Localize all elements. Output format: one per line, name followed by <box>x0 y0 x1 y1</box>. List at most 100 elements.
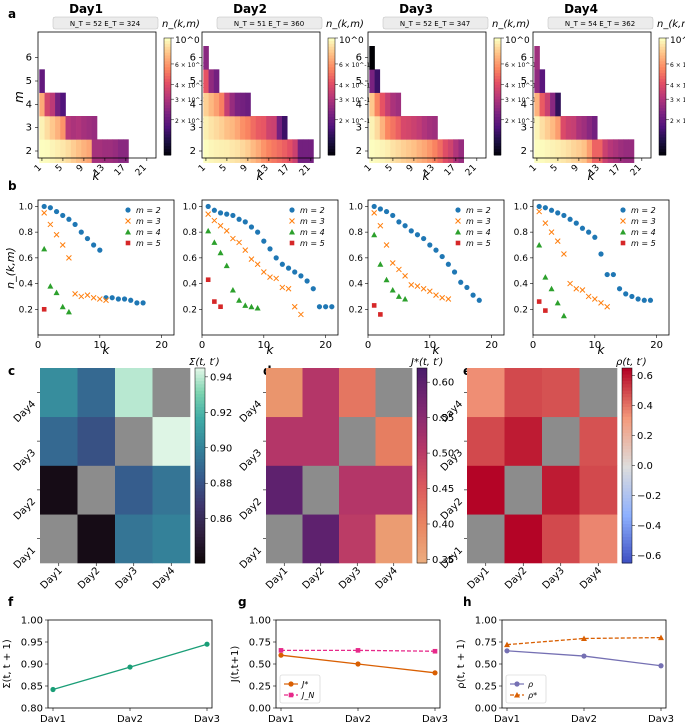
colorbar-label: J*(t, t′) <box>409 357 443 368</box>
x-tick-label: Day3 <box>114 565 140 591</box>
point-circle <box>329 304 335 310</box>
colorbar-step <box>195 423 205 427</box>
colorbar-step <box>328 76 335 80</box>
colorbar-step <box>417 517 427 522</box>
x-axis-label: k <box>433 343 441 357</box>
colorbar-step <box>328 73 335 77</box>
heatmap-cell <box>628 139 635 163</box>
matrix-cell <box>77 368 116 418</box>
y-axis-label: ρ(t, t + 1) <box>456 639 467 689</box>
colorbar-step <box>195 498 205 502</box>
point-x <box>78 293 85 300</box>
colorbar-step <box>659 55 666 59</box>
colorbar-step <box>417 377 427 382</box>
matrix-cell <box>339 368 376 418</box>
colorbar-step <box>494 90 501 95</box>
point-circle <box>103 295 109 301</box>
heatmap-cell <box>421 116 428 140</box>
colorbar-step <box>195 449 205 453</box>
point-x <box>414 283 421 289</box>
point-circle <box>432 670 438 676</box>
heatmap-cell <box>534 92 540 117</box>
colorbar-step <box>622 468 632 473</box>
y-tick-label: Day3 <box>238 447 264 473</box>
point-square <box>371 303 377 308</box>
point-circle <box>433 247 439 253</box>
colorbar-step <box>622 537 632 541</box>
colorbar-step <box>659 43 666 48</box>
matrix-cell <box>77 514 116 564</box>
legend-label: m = 2 <box>136 206 161 215</box>
colorbar-step <box>494 125 501 130</box>
x-tick-label: Day3 <box>337 565 363 591</box>
heatmap-cell <box>261 116 267 140</box>
matrix-cell <box>467 368 505 418</box>
y-tick-label: Day1 <box>238 545 264 571</box>
heatmap-cell <box>91 116 98 140</box>
colorbar-step <box>195 533 205 538</box>
x-tick-label: 17 <box>608 163 623 178</box>
x-tick-label: Day1 <box>39 565 65 591</box>
y-tick-label: Day4 <box>12 399 38 425</box>
heatmap-cell <box>245 92 251 117</box>
heatmap-cell <box>400 116 407 140</box>
axes-frame <box>532 199 670 336</box>
colorbar-step <box>494 111 501 115</box>
x-tick-label: 21 <box>298 163 313 178</box>
point-circle <box>629 293 635 300</box>
point-circle <box>610 271 616 278</box>
y-tick-label: 0.25 <box>475 682 497 693</box>
y-tick-label: 6 <box>26 53 32 64</box>
matrix-cell <box>542 465 580 515</box>
panel-letter-c: c <box>8 364 15 378</box>
colorbar-step <box>494 105 501 109</box>
colorbar-step <box>195 556 205 561</box>
heatmap-cell <box>416 139 423 163</box>
point-x <box>445 296 452 302</box>
colorbar-step <box>164 137 171 141</box>
matrix-panel-e: Day1Day1Day2Day2Day3Day3Day4Day4−0.6−0.4… <box>439 357 661 592</box>
heatmap-cell <box>49 139 56 163</box>
colorbar-step <box>195 501 205 505</box>
heatmap-cell <box>224 139 230 163</box>
colorbar-step <box>195 488 205 492</box>
colorbar-step <box>164 52 171 57</box>
colorbar-step <box>164 78 171 83</box>
heatmap-cell <box>203 116 209 140</box>
point-circle <box>140 300 146 306</box>
colorbar-step <box>417 394 427 398</box>
colorbar-step <box>622 553 632 557</box>
point-triangle <box>41 245 48 252</box>
colorbar-step <box>417 488 427 492</box>
colorbar-tick-label: −0.6 <box>637 551 661 562</box>
panel-letter-h: h <box>463 595 472 609</box>
point-x <box>420 285 427 292</box>
colorbar-step <box>195 410 205 414</box>
colorbar-step <box>622 559 632 564</box>
point-circle <box>204 641 210 647</box>
heatmap-cell <box>39 116 45 140</box>
heatmap-cell <box>395 116 402 140</box>
colorbar-step <box>195 426 205 431</box>
colorbar-step <box>195 543 205 548</box>
x-axis-label: k <box>588 169 596 183</box>
point-x <box>242 247 249 253</box>
heatmap-cell <box>281 116 288 140</box>
point-circle <box>109 295 115 301</box>
heatmap-cell <box>203 46 209 70</box>
y-tick-label: 1.00 <box>21 616 43 627</box>
colorbar-step <box>622 520 632 525</box>
colorbar-step <box>622 442 632 447</box>
day-title: Day1 <box>69 2 103 16</box>
colorbar-tick-label: 0.92 <box>210 408 232 419</box>
point-circle <box>451 269 458 275</box>
colorbar-frame <box>194 367 206 564</box>
colorbar-step <box>659 93 666 97</box>
colorbar-label: n_(k,m) <box>492 19 530 30</box>
colorbar-step <box>328 99 335 103</box>
colorbar-step <box>417 550 427 554</box>
colorbar-step <box>417 511 427 515</box>
panel-letter-b: b <box>8 179 17 193</box>
